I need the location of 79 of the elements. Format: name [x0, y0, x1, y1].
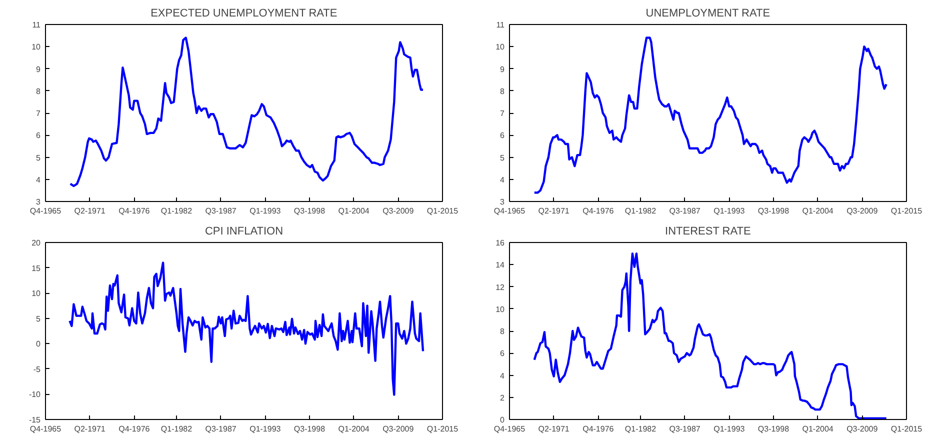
- y-tick-label: 2: [500, 393, 506, 402]
- y-tick-label: 7: [36, 109, 42, 118]
- y-tick-label: -5: [33, 364, 42, 374]
- x-tick-label: Q1-2004: [802, 424, 834, 434]
- y-tick-label: 15: [32, 264, 42, 273]
- y-tick-label: -15: [28, 416, 42, 424]
- x-tick-label: Q4-1976: [582, 424, 614, 434]
- y-tick-label: 4: [500, 175, 506, 184]
- y-tick-label: 10: [32, 42, 42, 52]
- x-tick-label: Q2-1971: [74, 206, 106, 216]
- y-tick-label: 14: [496, 260, 506, 270]
- chart-title: CPI INFLATION: [204, 226, 284, 238]
- y-tick-label: 9: [36, 64, 42, 74]
- x-tick-label: Q3-2009: [382, 206, 414, 216]
- x-tick-label: Q2-1971: [538, 424, 570, 434]
- x-tick-label: Q3-1987: [205, 206, 237, 216]
- x-tick-label: Q3-2009: [846, 424, 878, 434]
- x-tick-label: Q1-2004: [802, 206, 834, 216]
- chart-title: EXPECTED UNEMPLOYMENT RATE: [150, 8, 338, 20]
- x-tick-label: Q1-2004: [338, 424, 370, 434]
- x-tick-label: Q4-1965: [494, 206, 526, 216]
- y-tick-label: 10: [32, 289, 42, 298]
- x-tick-label: Q1-1993: [714, 206, 746, 216]
- x-tick-label: Q3-1998: [294, 424, 326, 434]
- x-tick-label: Q4-1976: [118, 424, 150, 434]
- y-tick-label: 11: [32, 20, 42, 30]
- chart-title: UNEMPLOYMENT RATE: [646, 8, 770, 20]
- chart-title: INTEREST RATE: [665, 226, 751, 238]
- x-tick-label: Q4-1976: [118, 206, 150, 216]
- x-tick-label: Q1-2015: [426, 424, 459, 434]
- y-tick-label: 10: [496, 42, 506, 52]
- y-tick-label: 8: [500, 327, 506, 336]
- x-tick-label: Q1-1982: [624, 424, 657, 434]
- x-tick-label: Q3-1998: [758, 424, 790, 434]
- x-tick-label: Q1-1993: [250, 206, 282, 216]
- x-tick-label: Q1-1982: [160, 424, 193, 434]
- y-tick-label: 7: [500, 109, 506, 118]
- y-tick-label: -10: [28, 390, 42, 400]
- y-tick-label: 10: [496, 304, 506, 314]
- y-tick-label: 20: [32, 238, 42, 248]
- x-tick-label: Q4-1965: [494, 424, 526, 434]
- x-tick-label: Q1-1993: [714, 424, 746, 434]
- x-tick-label: Q1-1982: [624, 206, 657, 216]
- x-tick-label: Q1-2004: [338, 206, 370, 216]
- y-tick-label: 9: [500, 64, 506, 74]
- x-tick-label: Q3-1987: [669, 206, 701, 216]
- y-tick-label: 8: [36, 86, 42, 96]
- x-tick-label: Q2-1971: [74, 424, 106, 434]
- x-tick-label: Q4-1965: [30, 206, 62, 216]
- y-tick-label: 6: [500, 131, 506, 140]
- x-tick-label: Q3-2009: [382, 424, 414, 434]
- x-tick-label: Q3-2009: [846, 206, 878, 216]
- y-tick-label: 5: [36, 153, 42, 162]
- y-tick-label: 4: [500, 371, 506, 380]
- x-tick-label: Q2-1971: [538, 206, 570, 216]
- y-tick-label: 5: [500, 153, 506, 162]
- y-tick-label: 4: [36, 175, 42, 184]
- y-tick-label: 8: [500, 86, 506, 96]
- y-tick-label: 6: [36, 131, 42, 140]
- x-tick-label: Q1-1993: [250, 424, 282, 434]
- x-tick-label: Q3-1987: [669, 424, 701, 434]
- y-tick-label: 3: [500, 198, 506, 206]
- y-tick-label: 16: [496, 238, 506, 248]
- x-tick-label: Q3-1998: [758, 206, 790, 216]
- y-tick-label: 6: [500, 349, 506, 358]
- x-tick-label: Q1-2015: [890, 424, 923, 434]
- x-tick-label: Q3-1998: [294, 206, 326, 216]
- y-tick-label: 0: [500, 416, 506, 424]
- y-tick-label: 5: [36, 314, 42, 324]
- y-tick-label: 12: [496, 282, 506, 292]
- x-tick-label: Q1-2015: [426, 206, 459, 216]
- x-tick-label: Q4-1965: [30, 424, 62, 434]
- y-tick-label: 3: [36, 198, 42, 206]
- y-tick-label: 11: [496, 20, 506, 30]
- x-tick-label: Q4-1976: [582, 206, 614, 216]
- y-tick-label: 0: [36, 340, 42, 349]
- x-tick-label: Q1-2015: [890, 206, 923, 216]
- x-tick-label: Q3-1987: [205, 424, 237, 434]
- x-tick-label: Q1-1982: [160, 206, 193, 216]
